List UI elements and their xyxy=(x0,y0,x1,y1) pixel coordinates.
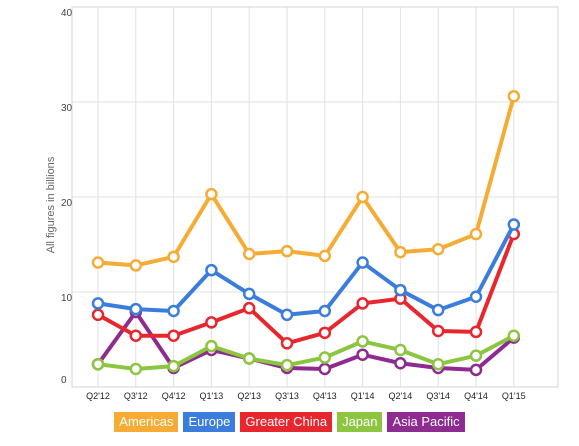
y-tick-label: 30 xyxy=(61,103,73,114)
data-point-americas[interactable] xyxy=(469,227,483,241)
data-point-americas[interactable] xyxy=(280,244,294,258)
data-point-europe[interactable] xyxy=(318,304,332,318)
series-asia-pacific xyxy=(91,305,521,377)
x-tick-label: Q3'14 xyxy=(426,391,450,401)
y-axis-title: All figures in billions xyxy=(45,156,57,253)
data-point-europe[interactable] xyxy=(91,297,105,310)
data-point-japan[interactable] xyxy=(91,357,105,371)
y-tick-label: 20 xyxy=(61,198,73,209)
y-tick-label: 0 xyxy=(61,375,67,386)
x-tick-label: Q1'13 xyxy=(200,391,224,401)
x-tick-label: Q3'12 xyxy=(124,391,148,401)
data-point-europe[interactable] xyxy=(129,302,143,316)
plot-area-frame xyxy=(71,6,559,388)
x-tick-label: Q3'13 xyxy=(275,391,299,401)
data-point-europe[interactable] xyxy=(394,283,407,297)
data-point-japan[interactable] xyxy=(129,362,143,376)
series-line-americas xyxy=(96,94,516,268)
data-point-asia-pacific[interactable] xyxy=(469,363,483,377)
data-point-americas[interactable] xyxy=(318,249,332,263)
data-point-greater-china[interactable] xyxy=(356,297,369,310)
x-tick-label: Q1'15 xyxy=(502,391,526,401)
data-point-europe[interactable] xyxy=(507,218,521,231)
y-tick-label: 10 xyxy=(61,293,73,304)
data-point-americas[interactable] xyxy=(129,259,143,272)
legend-item-asia-pacific[interactable]: Asia Pacific xyxy=(387,412,465,432)
series-americas xyxy=(91,90,521,272)
x-tick-label: Q2'14 xyxy=(389,391,413,401)
data-point-japan[interactable] xyxy=(242,352,256,365)
data-point-americas[interactable] xyxy=(507,90,521,103)
x-axis-ticks: Q2'12 Q3'12 Q4'12 Q1'13 Q2'13 Q3'13 Q4'13 Q1'14… xyxy=(86,391,526,401)
x-tick-label: Q4'13 xyxy=(313,391,337,401)
series-europe xyxy=(91,218,521,322)
y-tick-label: 40 xyxy=(61,8,73,19)
x-tick-label: Q2'12 xyxy=(86,391,110,401)
x-tick-label: Q1'14 xyxy=(351,391,375,401)
data-point-europe[interactable] xyxy=(469,290,483,303)
data-point-japan[interactable] xyxy=(205,339,218,353)
line-chart: 0 10 20 30 40 Q2'12 Q3'12 Q4'12 Q1'13 Q2'13 Q3'13… xyxy=(45,6,559,401)
series xyxy=(91,90,521,377)
data-point-greater-china[interactable] xyxy=(431,324,445,338)
data-point-greater-china[interactable] xyxy=(91,308,105,322)
legend: Americas Europe Greater China Japan Asia Pac… xyxy=(0,412,579,432)
series-line-europe xyxy=(96,222,516,317)
data-point-asia-pacific[interactable] xyxy=(356,348,369,361)
data-point-americas[interactable] xyxy=(205,187,218,201)
data-point-japan[interactable] xyxy=(507,329,521,342)
x-tick-label: Q2'13 xyxy=(237,391,261,401)
x-tick-label: Q4'14 xyxy=(464,391,488,401)
data-point-japan[interactable] xyxy=(280,358,294,372)
data-point-japan[interactable] xyxy=(318,351,332,364)
data-point-greater-china[interactable] xyxy=(129,329,143,342)
data-point-europe[interactable] xyxy=(167,304,180,318)
data-point-americas[interactable] xyxy=(431,243,445,256)
x-tick-label: Q4'12 xyxy=(162,391,186,401)
series-japan xyxy=(91,329,521,376)
series-line-asia-pacific xyxy=(96,309,516,372)
legend-item-americas[interactable]: Americas xyxy=(114,412,179,432)
data-point-greater-china[interactable] xyxy=(167,329,180,342)
data-point-americas[interactable] xyxy=(167,250,180,264)
data-point-greater-china[interactable] xyxy=(242,301,256,315)
data-point-americas[interactable] xyxy=(91,256,105,269)
data-point-japan[interactable] xyxy=(431,357,445,371)
data-point-greater-china[interactable] xyxy=(318,326,332,340)
data-point-europe[interactable] xyxy=(280,308,294,322)
data-point-greater-china[interactable] xyxy=(469,325,483,339)
data-point-asia-pacific[interactable] xyxy=(394,357,407,370)
data-point-japan[interactable] xyxy=(356,335,369,348)
data-point-japan[interactable] xyxy=(394,343,407,357)
data-point-japan[interactable] xyxy=(469,349,483,362)
data-point-greater-china[interactable] xyxy=(280,337,294,350)
data-point-europe[interactable] xyxy=(205,263,218,277)
data-point-europe[interactable] xyxy=(356,256,369,269)
data-point-americas[interactable] xyxy=(242,247,256,261)
legend-item-japan[interactable]: Japan xyxy=(337,412,383,432)
legend-item-greater-china[interactable]: Greater China xyxy=(240,412,333,432)
data-point-americas[interactable] xyxy=(356,190,369,204)
data-point-greater-china[interactable] xyxy=(205,316,218,329)
series-line-greater-china xyxy=(96,232,516,346)
data-point-japan[interactable] xyxy=(167,359,180,373)
data-point-europe[interactable] xyxy=(242,287,256,301)
data-point-europe[interactable] xyxy=(431,303,445,317)
series-greater-china xyxy=(91,227,521,350)
series-line-japan xyxy=(96,333,516,371)
y-axis-ticks: 0 10 20 30 40 xyxy=(61,8,73,386)
data-point-americas[interactable] xyxy=(394,245,407,259)
data-point-asia-pacific[interactable] xyxy=(318,362,332,376)
legend-item-europe[interactable]: Europe xyxy=(183,412,236,432)
